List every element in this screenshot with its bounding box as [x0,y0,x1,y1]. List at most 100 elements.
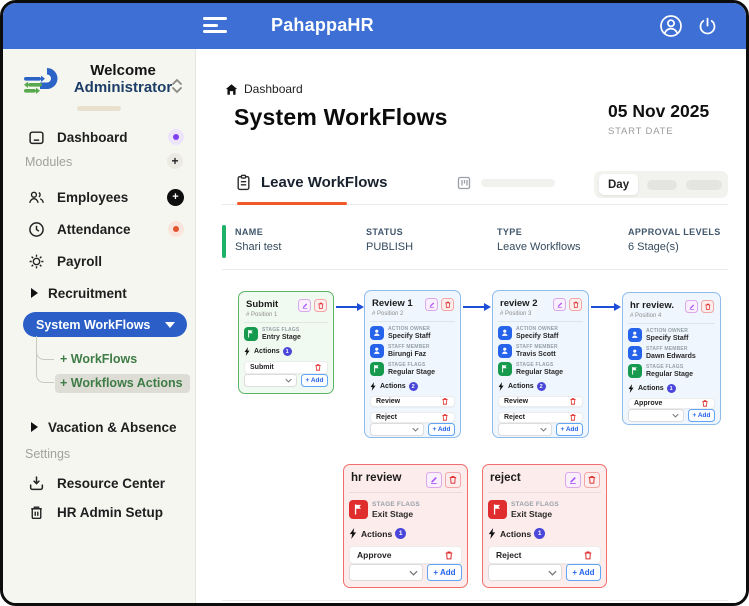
sidebar-item-recruitment[interactable]: Recruitment [3,281,196,305]
action-item[interactable]: Reject [498,412,583,423]
delete-stage-button[interactable] [441,298,454,311]
action-item[interactable]: Review [498,396,583,407]
modules-section-label: Modules [25,155,73,169]
actions-count-badge: 2 [536,382,546,391]
workflow-card-submit[interactable]: Submit # Position 1 STAGE FLAGS Entry Sta… [238,291,334,394]
summary-status: STATUS PUBLISH [366,227,414,253]
attendance-badge [168,221,184,237]
action-select[interactable] [488,564,562,581]
welcome-text: Welcome [90,62,156,79]
modules-plus-icon[interactable]: + [167,153,183,169]
flag-icon [349,500,368,519]
action-item[interactable]: Approve [628,398,715,409]
workflow-card-hr-review-4[interactable]: hr review. # Position 4 ACTION OWNER Spec… [622,292,721,425]
trash-icon[interactable] [444,550,454,561]
trash-icon[interactable] [701,399,709,408]
edit-stage-button[interactable] [426,472,442,488]
action-item[interactable]: Review [370,396,455,407]
main-content: Dashboard System WorkFlows 05 Nov 2025 S… [196,49,746,603]
sidebar-item-attendance[interactable]: Attendance [3,217,196,241]
trash-icon[interactable] [441,413,449,422]
hamburger-menu-icon[interactable] [203,17,227,35]
divider [222,204,728,205]
pahappa-logo-icon [24,68,58,94]
expand-triangle-icon [31,288,38,298]
workflow-card-reject[interactable]: reject STAGE FLAGS Exit Stage Actions 1 R… [482,464,607,588]
action-item[interactable]: Reject [370,412,455,423]
sidebar-item-vacation-absence[interactable]: Vacation & Absence [3,415,196,439]
sidebar-item-employees[interactable]: Employees + [3,185,196,209]
kanban-view-icon[interactable] [456,175,472,191]
trash-icon[interactable] [569,397,577,406]
action-select[interactable] [370,423,424,436]
edit-stage-button[interactable] [425,298,438,311]
sidebar-item-system-workflows[interactable]: System WorkFlows [23,312,187,337]
view-switcher: Day [594,171,728,198]
unfold-chevrons-icon[interactable] [170,77,184,95]
actions-count-badge: 1 [534,528,546,539]
day-view-button[interactable]: Day [599,174,639,195]
add-action-button[interactable]: + Add [427,564,462,581]
edit-stage-button[interactable] [553,298,566,311]
tab-leave-workflows[interactable]: Leave WorkFlows [235,174,387,191]
workflow-card-review-2[interactable]: review 2 # Position 3 ACTION OWNER Specif… [492,290,589,438]
action-item[interactable]: Approve [349,546,462,564]
page-title: System WorkFlows [234,104,448,130]
actions-count-badge: 1 [666,384,676,393]
top-header: PahappaHR [3,3,746,49]
flow-arrow [463,302,491,311]
power-logout-icon[interactable] [697,16,718,37]
sidebar-item-payroll[interactable]: Payroll [3,249,196,273]
delete-stage-button[interactable] [584,472,600,488]
trash-icon[interactable] [314,363,322,372]
workflow-card-hr-review-exit[interactable]: hr review STAGE FLAGS Exit Stage Actions … [343,464,468,588]
welcome-block: Welcome Administrator [73,62,173,96]
add-action-button[interactable]: + Add [556,423,583,436]
trash-icon[interactable] [569,413,577,422]
action-select[interactable] [498,423,552,436]
employees-add-badge[interactable]: + [167,188,184,206]
action-item[interactable]: Submit [244,361,328,374]
sidebar-item-resource-center[interactable]: Resource Center [3,471,196,495]
action-item[interactable]: Reject [488,546,601,564]
profile-underline [77,106,121,111]
delete-stage-button[interactable] [701,300,714,313]
sidebar-item-dashboard[interactable]: Dashboard [3,125,196,149]
chevron-down-icon [548,570,557,576]
delete-stage-button[interactable] [314,299,327,312]
person-icon [628,346,642,360]
action-select[interactable] [244,374,297,387]
add-action-button[interactable]: + Add [688,409,715,422]
trash-icon[interactable] [441,397,449,406]
bolt-icon [628,384,634,393]
skeleton-bar [481,179,555,187]
add-action-button[interactable]: + Add [566,564,601,581]
start-date-block: 05 Nov 2025 START DATE [608,101,709,137]
delete-stage-button[interactable] [445,472,461,488]
dashboard-badge [168,129,184,145]
sidebar-item-hr-admin-setup[interactable]: HR Admin Setup [3,500,196,524]
workflow-card-review-1[interactable]: Review 1 # Position 2 ACTION OWNER Specif… [364,290,461,438]
tab-bar: Leave WorkFlows Day [222,169,728,205]
action-select[interactable] [349,564,423,581]
edit-stage-button[interactable] [298,299,311,312]
flag-icon [498,362,512,376]
chevron-down-icon [412,427,419,432]
person-icon [498,344,512,358]
user-profile-icon[interactable] [659,14,683,38]
action-select[interactable] [628,409,684,422]
home-icon [225,83,238,95]
edit-stage-button[interactable] [685,300,698,313]
trash-icon[interactable] [583,550,593,561]
chevron-down-icon [672,413,679,418]
sidebar-subitem-workflows[interactable]: + WorkFlows [60,352,138,366]
active-tab-indicator [237,202,347,205]
edit-stage-button[interactable] [565,472,581,488]
delete-stage-button[interactable] [569,298,582,311]
person-icon [498,326,512,340]
breadcrumb[interactable]: Dashboard [225,82,303,96]
sidebar-subitem-workflows-actions[interactable]: + Workflows Actions [55,374,190,393]
add-action-button[interactable]: + Add [428,423,455,436]
app-title: PahappaHR [271,15,374,35]
add-action-button[interactable]: + Add [301,374,328,387]
